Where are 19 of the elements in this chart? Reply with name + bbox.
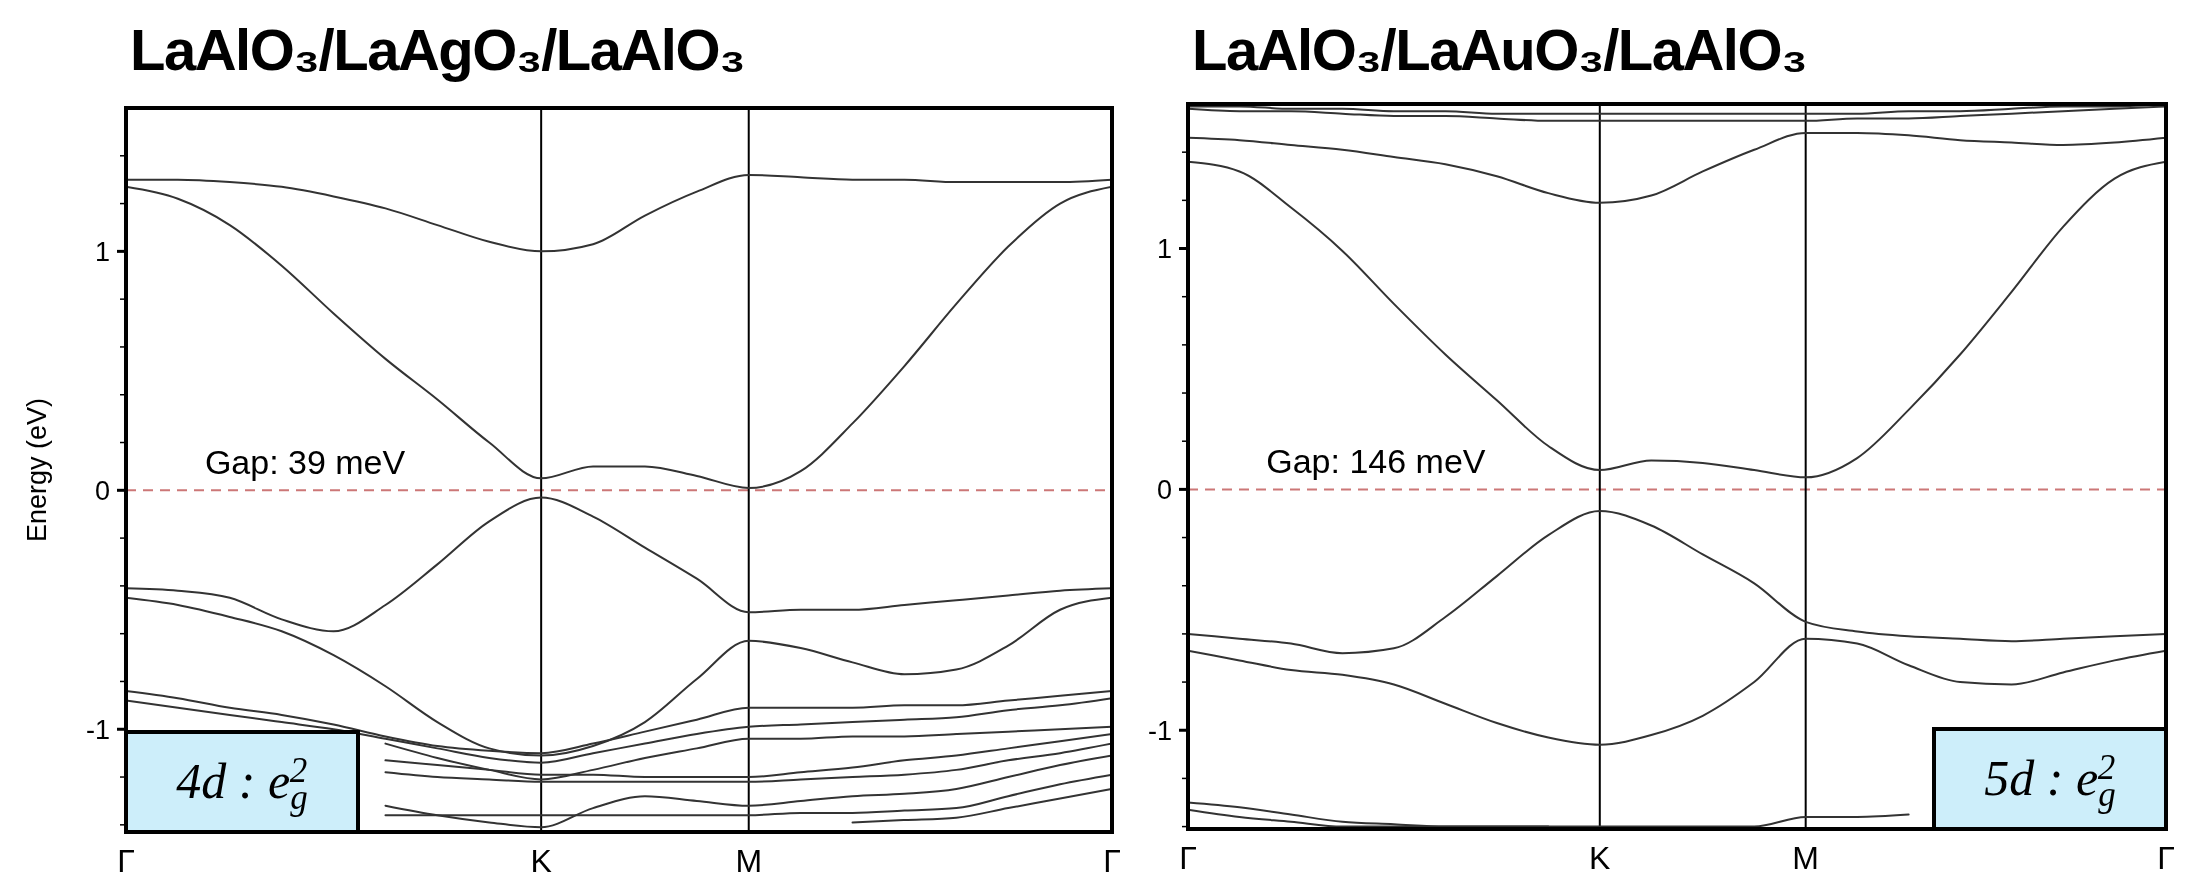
y-tick-label: 0 — [1156, 474, 1172, 505]
x-tick-label: Γ — [1179, 840, 1197, 876]
x-tick-label: K — [1589, 840, 1611, 876]
y-axis-title: Energy (eV) — [22, 397, 52, 543]
y-tick-label: -1 — [1147, 715, 1172, 746]
x-tick-label: K — [530, 843, 552, 879]
annotation: Gap: 146 meV — [1266, 442, 1486, 481]
y-tick-label: 0 — [94, 475, 110, 506]
annotation: Gap: 39 meV — [204, 443, 406, 482]
y-tick-label: -1 — [85, 714, 110, 745]
x-tick-label: Γ — [117, 843, 135, 879]
y-tick-label: 1 — [94, 236, 110, 267]
x-tick-label: M — [1792, 840, 1820, 876]
y-tick-label: 1 — [1156, 233, 1172, 264]
x-tick-label: M — [735, 843, 763, 879]
x-tick-label: Γ — [1103, 843, 1121, 879]
chart-title: LaAlO₃/LaAuO₃/LaAlO₃ — [1192, 17, 1807, 82]
chart-title: LaAlO₃/LaAgO₃/LaAlO₃ — [130, 17, 745, 82]
x-tick-label: Γ — [2157, 840, 2175, 876]
